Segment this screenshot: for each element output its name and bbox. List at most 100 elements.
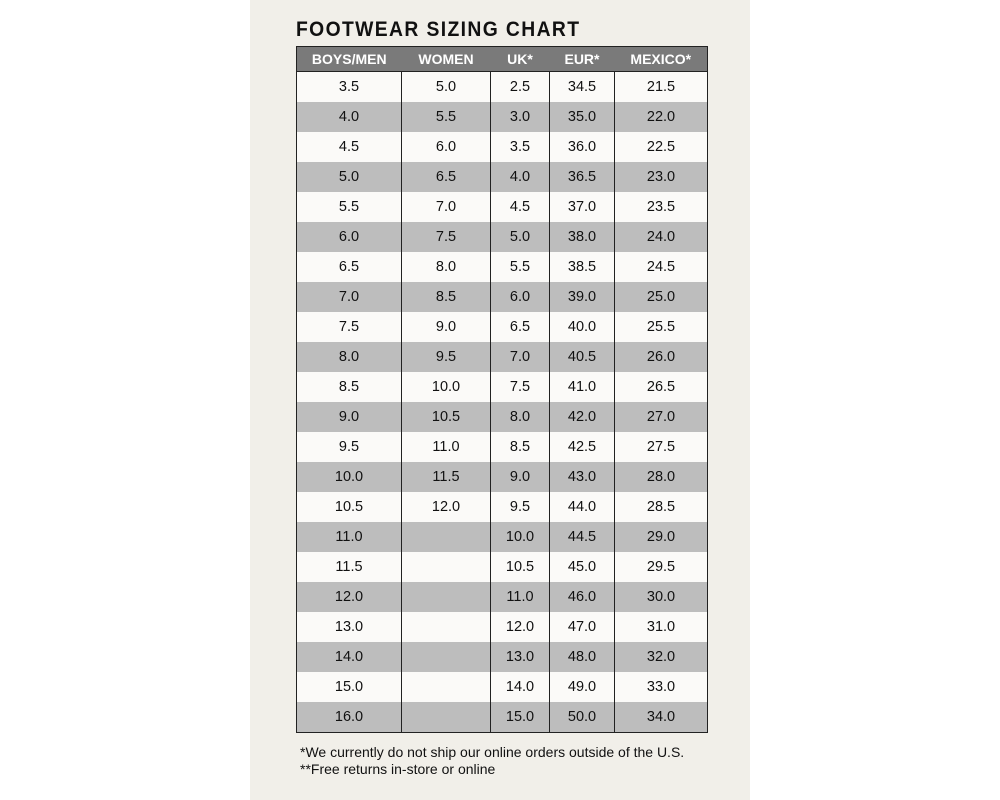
cell-eur: 35.0 [549, 102, 615, 132]
table-row: 5.5 7.0 4.5 37.0 23.5 [296, 192, 708, 222]
footnotes: *We currently do not ship our online ord… [300, 744, 684, 778]
cell-mexico: 23.0 [614, 162, 708, 192]
cell-boys-men: 5.5 [296, 192, 402, 222]
cell-boys-men: 8.5 [296, 372, 402, 402]
cell-boys-men: 15.0 [296, 672, 402, 702]
cell-eur: 44.0 [549, 492, 615, 522]
cell-women [401, 552, 491, 582]
table-row: 14.0 13.0 48.0 32.0 [296, 642, 708, 672]
sizing-table: BOYS/MEN WOMEN UK* EUR* MEXICO* 3.5 5.0 2.… [296, 46, 708, 733]
header-row: BOYS/MEN WOMEN UK* EUR* MEXICO* [296, 46, 708, 72]
cell-eur: 40.5 [549, 342, 615, 372]
cell-eur: 50.0 [549, 702, 615, 733]
cell-boys-men: 4.5 [296, 132, 402, 162]
cell-mexico: 29.5 [614, 552, 708, 582]
cell-eur: 36.5 [549, 162, 615, 192]
table-row: 11.0 10.0 44.5 29.0 [296, 522, 708, 552]
cell-boys-men: 7.0 [296, 282, 402, 312]
cell-uk: 9.5 [490, 492, 550, 522]
cell-eur: 47.0 [549, 612, 615, 642]
cell-mexico: 30.0 [614, 582, 708, 612]
cell-women [401, 522, 491, 552]
cell-women [401, 642, 491, 672]
table-row: 8.5 10.0 7.5 41.0 26.5 [296, 372, 708, 402]
cell-uk: 4.5 [490, 192, 550, 222]
cell-mexico: 32.0 [614, 642, 708, 672]
cell-uk: 11.0 [490, 582, 550, 612]
table-row: 9.0 10.5 8.0 42.0 27.0 [296, 402, 708, 432]
cell-boys-men: 16.0 [296, 702, 402, 733]
cell-women: 7.5 [401, 222, 491, 252]
cell-women: 5.5 [401, 102, 491, 132]
table-row: 13.0 12.0 47.0 31.0 [296, 612, 708, 642]
cell-uk: 5.0 [490, 222, 550, 252]
cell-women [401, 702, 491, 733]
cell-uk: 6.0 [490, 282, 550, 312]
cell-boys-men: 10.5 [296, 492, 402, 522]
cell-eur: 37.0 [549, 192, 615, 222]
table-row: 5.0 6.5 4.0 36.5 23.0 [296, 162, 708, 192]
cell-boys-men: 9.5 [296, 432, 402, 462]
cell-mexico: 22.0 [614, 102, 708, 132]
footnote-shipping: *We currently do not ship our online ord… [300, 744, 685, 760]
cell-eur: 38.0 [549, 222, 615, 252]
cell-women: 6.5 [401, 162, 491, 192]
cell-eur: 39.0 [549, 282, 615, 312]
cell-mexico: 27.0 [614, 402, 708, 432]
cell-women: 11.5 [401, 462, 491, 492]
cell-boys-men: 12.0 [296, 582, 402, 612]
cell-boys-men: 5.0 [296, 162, 402, 192]
table-row: 6.5 8.0 5.5 38.5 24.5 [296, 252, 708, 282]
cell-boys-men: 11.0 [296, 522, 402, 552]
cell-eur: 49.0 [549, 672, 615, 702]
cell-uk: 13.0 [490, 642, 550, 672]
table-row: 16.0 15.0 50.0 34.0 [296, 702, 708, 733]
cell-women [401, 582, 491, 612]
cell-uk: 7.5 [490, 372, 550, 402]
table-row: 7.5 9.0 6.5 40.0 25.5 [296, 312, 708, 342]
cell-women: 10.0 [401, 372, 491, 402]
table-row: 4.5 6.0 3.5 36.0 22.5 [296, 132, 708, 162]
cell-boys-men: 6.0 [296, 222, 402, 252]
cell-boys-men: 7.5 [296, 312, 402, 342]
page-title: FOOTWEAR SIZING CHART [296, 18, 581, 41]
cell-mexico: 31.0 [614, 612, 708, 642]
cell-uk: 4.0 [490, 162, 550, 192]
cell-mexico: 28.5 [614, 492, 708, 522]
cell-mexico: 21.5 [614, 71, 708, 102]
cell-uk: 9.0 [490, 462, 550, 492]
table-row: 7.0 8.5 6.0 39.0 25.0 [296, 282, 708, 312]
cell-boys-men: 14.0 [296, 642, 402, 672]
footnote-returns: **Free returns in-store or online [300, 761, 496, 777]
cell-eur: 44.5 [549, 522, 615, 552]
table-row: 9.5 11.0 8.5 42.5 27.5 [296, 432, 708, 462]
cell-mexico: 26.0 [614, 342, 708, 372]
cell-mexico: 25.5 [614, 312, 708, 342]
table-row: 3.5 5.0 2.5 34.5 21.5 [296, 71, 708, 102]
table-row: 15.0 14.0 49.0 33.0 [296, 672, 708, 702]
column-header-women: WOMEN [401, 46, 491, 72]
cell-eur: 34.5 [549, 71, 615, 102]
cell-mexico: 24.5 [614, 252, 708, 282]
cell-uk: 5.5 [490, 252, 550, 282]
cell-women: 6.0 [401, 132, 491, 162]
cell-women [401, 672, 491, 702]
cell-mexico: 28.0 [614, 462, 708, 492]
table-row: 12.0 11.0 46.0 30.0 [296, 582, 708, 612]
cell-eur: 42.0 [549, 402, 615, 432]
cell-uk: 8.5 [490, 432, 550, 462]
cell-eur: 43.0 [549, 462, 615, 492]
cell-boys-men: 11.5 [296, 552, 402, 582]
cell-uk: 3.5 [490, 132, 550, 162]
cell-women: 10.5 [401, 402, 491, 432]
cell-women: 12.0 [401, 492, 491, 522]
cell-women: 9.5 [401, 342, 491, 372]
cell-uk: 15.0 [490, 702, 550, 733]
cell-women: 7.0 [401, 192, 491, 222]
cell-mexico: 26.5 [614, 372, 708, 402]
cell-women: 9.0 [401, 312, 491, 342]
table-row: 8.0 9.5 7.0 40.5 26.0 [296, 342, 708, 372]
cell-uk: 3.0 [490, 102, 550, 132]
cell-boys-men: 9.0 [296, 402, 402, 432]
cell-eur: 45.0 [549, 552, 615, 582]
